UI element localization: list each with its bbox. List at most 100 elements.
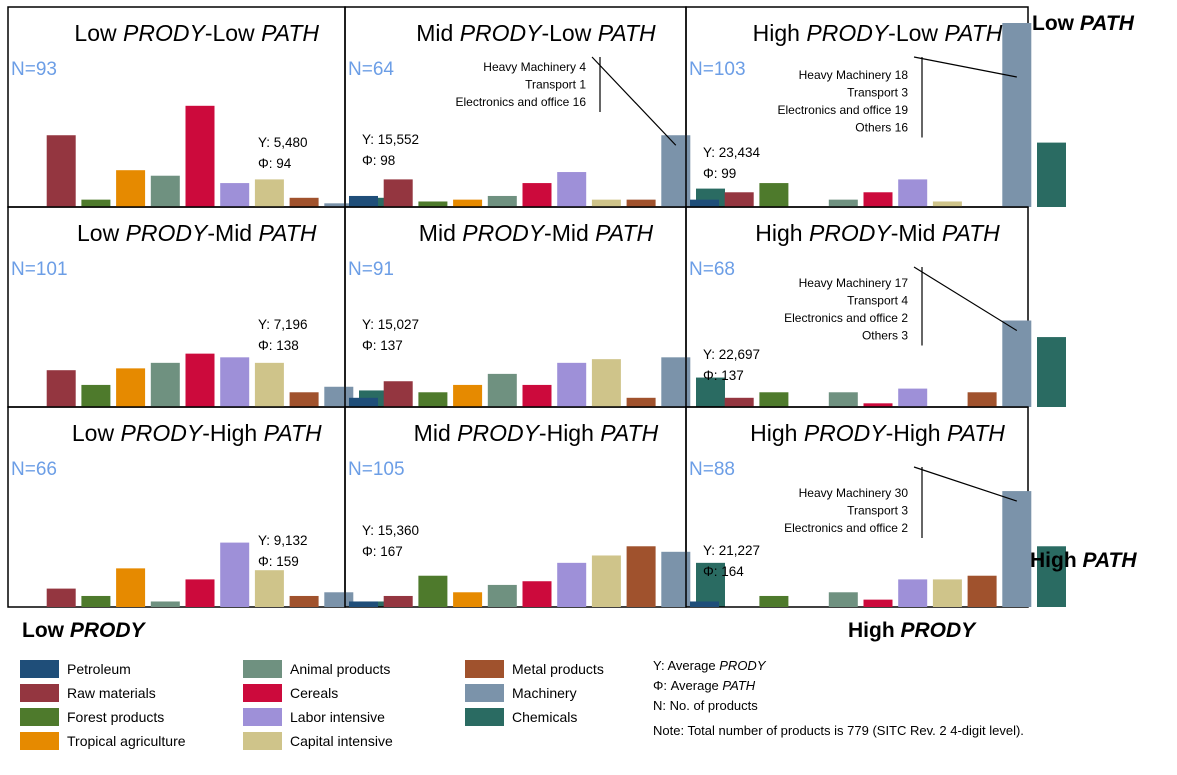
low-path-label: Low PATH	[1032, 12, 1135, 35]
bar-forest-products	[418, 392, 448, 407]
panel-n-label: N=101	[11, 259, 68, 280]
bar-forest-products	[81, 199, 111, 207]
bar-labor-intensive	[557, 172, 587, 207]
panel-title: High PRODY-Mid PATH	[755, 220, 1000, 246]
legend-swatch	[20, 684, 59, 702]
legend-swatch	[465, 684, 504, 702]
panel-title: Mid PRODY-Mid PATH	[419, 220, 654, 246]
bar-labor-intensive	[220, 542, 250, 607]
average-prody-label: Y: 21,227	[703, 543, 760, 558]
bar-raw-materials	[46, 588, 76, 607]
low-prody-label: Low PRODY	[22, 619, 147, 642]
panel-title: Mid PRODY-Low PATH	[416, 20, 656, 46]
bar-animal-products	[487, 195, 517, 207]
legend-item: Petroleum	[20, 660, 131, 678]
bar-forest-products	[81, 384, 111, 407]
panel-mid-prody-mid-path: Mid PRODY-Mid PATH N=91 Y: 15,027 Φ: 137	[344, 206, 725, 408]
legend-swatch	[243, 732, 282, 750]
callout-leader-line	[591, 56, 677, 146]
callout-line: Others 16	[855, 121, 908, 135]
legend-label: Animal products	[290, 661, 390, 677]
legend-swatch	[243, 684, 282, 702]
panel-low-prody-low-path: Low PRODY-Low PATH N=93 Y: 5,480 Φ: 94	[7, 6, 388, 208]
callout-line: Heavy Machinery 30	[799, 486, 909, 500]
bar-labor-intensive	[557, 362, 587, 407]
bar-chemicals	[1037, 546, 1066, 607]
average-prody-label: Y: 7,196	[258, 317, 308, 332]
bar-labor-intensive	[898, 179, 928, 207]
bar-machinery	[324, 386, 354, 407]
panel-n-label: N=103	[689, 59, 746, 80]
legend-label: Forest products	[67, 709, 164, 725]
bar-chemicals	[1037, 337, 1066, 407]
callout-line: Transport 3	[847, 504, 908, 518]
average-prody-label: Y: 15,360	[362, 523, 419, 538]
legend-label: Raw materials	[67, 685, 156, 701]
callout-leader-line	[913, 56, 1017, 78]
panel-high-prody-mid-path: High PRODY-Mid PATH N=68 Y: 22,697 Φ: 137 He…	[685, 206, 1066, 408]
bar-animal-products	[487, 373, 517, 407]
legend-label: Cereals	[290, 685, 338, 701]
average-path-label: Φ: 137	[703, 368, 744, 383]
legend-item: Machinery	[465, 684, 577, 702]
callout-leader-line	[913, 466, 1017, 502]
callout-line: Heavy Machinery 18	[799, 68, 909, 82]
bar-labor-intensive	[898, 388, 928, 407]
legend-label: Labor intensive	[290, 709, 385, 725]
bar-animal-products	[487, 584, 517, 607]
panel-n-label: N=64	[348, 59, 394, 80]
panel-n-label: N=68	[689, 259, 735, 280]
bar-raw-materials	[46, 370, 76, 407]
average-prody-label: Y: 5,480	[258, 135, 308, 150]
average-path-label: Φ: 137	[362, 338, 403, 353]
legend-label: Petroleum	[67, 661, 131, 677]
panel-title: Low PRODY-Low PATH	[74, 20, 319, 46]
bar-petroleum	[349, 195, 378, 207]
callout-line: Electronics and office 19	[777, 103, 908, 117]
bar-machinery	[324, 203, 354, 207]
bar-chemicals	[1037, 142, 1066, 207]
panel-low-prody-high-path: Low PRODY-High PATH N=66 Y: 9,132 Φ: 159	[7, 406, 388, 608]
bar-tropical-agriculture	[116, 568, 146, 607]
panel-n-label: N=93	[11, 59, 57, 80]
bar-cereals	[863, 403, 893, 407]
bar-forest-products	[418, 201, 448, 207]
bar-capital-intensive	[254, 570, 284, 607]
legend-item: Labor intensive	[243, 708, 385, 726]
legend-swatch	[465, 660, 504, 678]
panel-high-prody-low-path: High PRODY-Low PATH N=103 Y: 23,434 Φ: 99 He…	[685, 6, 1066, 208]
panel-title: High PRODY-High PATH	[750, 420, 1005, 446]
bar-animal-products	[828, 592, 858, 607]
bar-tropical-agriculture	[453, 199, 483, 207]
bar-labor-intensive	[898, 579, 928, 607]
panel-title: Low PRODY-High PATH	[72, 420, 322, 446]
callout-line: Transport 4	[847, 294, 908, 308]
bar-chemicals	[696, 562, 725, 607]
bar-raw-materials	[383, 381, 413, 407]
callout-line: Electronics and office 2	[784, 311, 908, 325]
callout-line: Heavy Machinery 17	[799, 276, 909, 290]
legend-item: Metal products	[465, 660, 604, 678]
legend-item: Tropical agriculture	[20, 732, 186, 750]
bar-forest-products	[759, 183, 789, 207]
legend-swatch	[243, 708, 282, 726]
callout-line: Electronics and office 2	[784, 521, 908, 535]
callout-line: Others 3	[862, 329, 908, 343]
key-line: N: No. of products	[653, 698, 758, 713]
bar-tropical-agriculture	[453, 384, 483, 407]
bar-tropical-agriculture	[116, 368, 146, 407]
bar-metal-products	[967, 392, 997, 407]
bar-tropical-agriculture	[116, 170, 146, 207]
average-path-label: Φ: 167	[362, 544, 403, 559]
bar-petroleum	[349, 601, 378, 607]
bar-cereals	[522, 183, 552, 207]
average-path-label: Φ: 164	[703, 564, 744, 579]
average-path-label: Φ: 159	[258, 554, 299, 569]
legend-item: Animal products	[243, 660, 390, 678]
bar-raw-materials	[383, 595, 413, 607]
bar-cereals	[185, 579, 215, 607]
panel-n-label: N=66	[11, 459, 57, 480]
panel-n-label: N=88	[689, 459, 735, 480]
average-prody-label: Y: 9,132	[258, 533, 308, 548]
